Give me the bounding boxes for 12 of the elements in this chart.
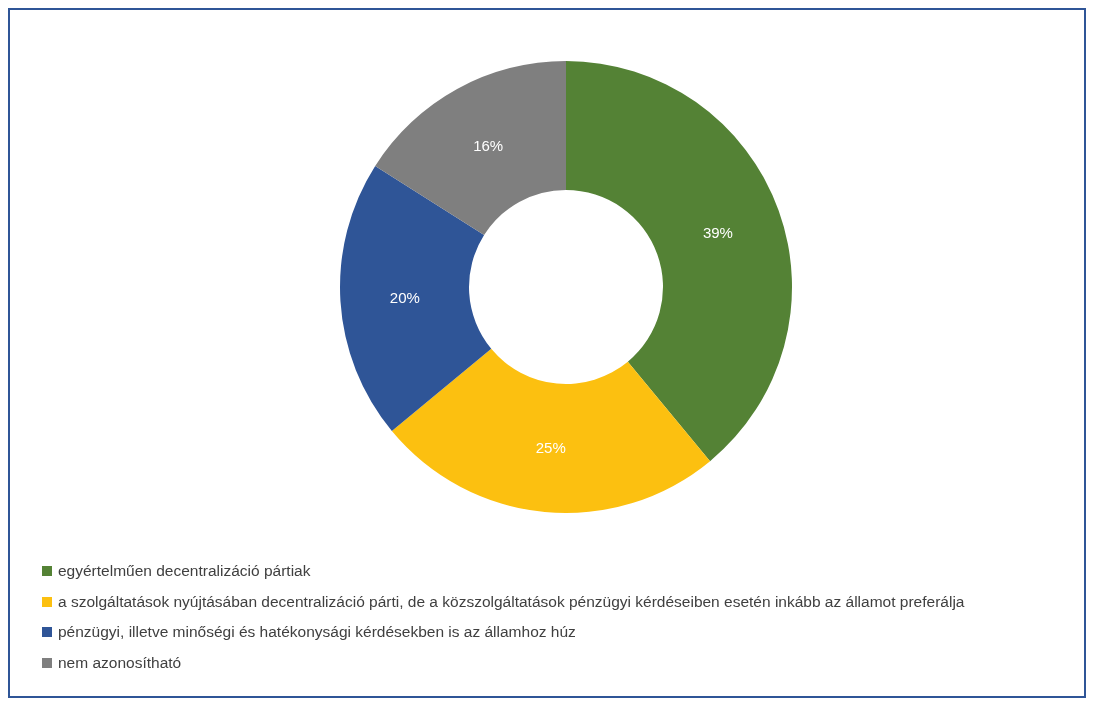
data-label: 16% — [473, 136, 504, 154]
legend-label: pénzügyi, illetve minőségi és hatékonysági kérdésekben is az államhoz húz — [58, 623, 576, 642]
donut-slice — [340, 165, 492, 432]
legend-label: nem azonosítható — [58, 653, 182, 672]
legend-label: egyértelműen decentralizáció pártiak — [58, 562, 311, 581]
data-label: 20% — [389, 288, 420, 306]
data-label: 25% — [535, 439, 566, 457]
donut-slice — [391, 348, 711, 513]
donut-slice — [375, 61, 566, 236]
donut-slice — [566, 61, 792, 462]
legend-label: a szolgáltatások nyújtásában decentralizáció párti, de a közszolgáltatások pénzügyi kérdéseiben esetén inkább az államot preferálja — [58, 592, 965, 611]
data-label: 39% — [702, 223, 733, 241]
